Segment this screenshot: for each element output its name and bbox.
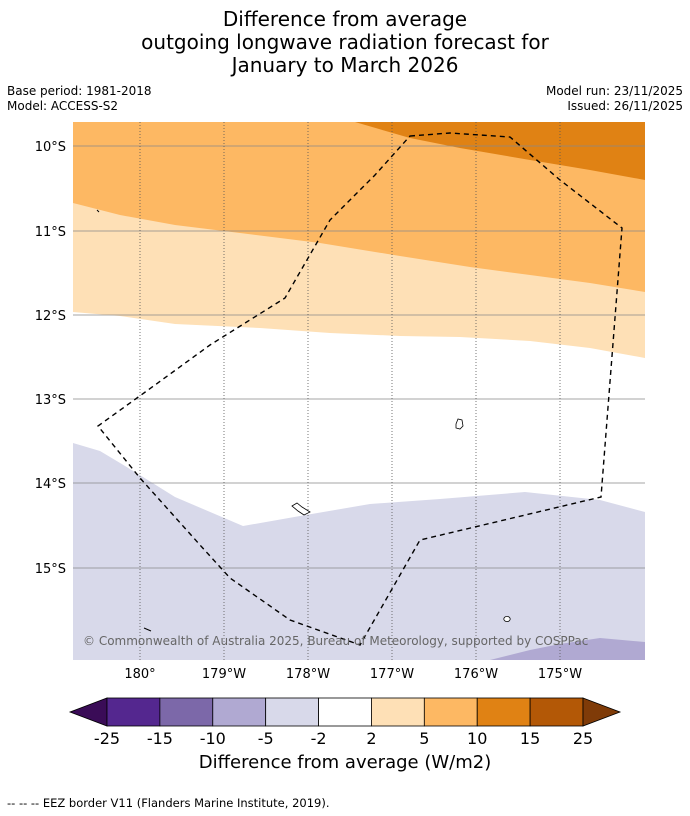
lat-label: 13°S (35, 393, 66, 408)
colorbar-tick-label: 5 (419, 729, 429, 748)
colorbar-high-extend (582, 697, 622, 727)
lat-label: 11°S (35, 225, 66, 240)
colorbar-segment (212, 697, 267, 727)
lon-label: 180° (124, 667, 155, 682)
issued-date: Issued: 26/11/2025 (567, 99, 683, 113)
colorbar-ticks: -25 -15 -10 -5 -2 2 5 10 15 25 (94, 729, 593, 748)
chart-title: Difference from average outgoing longwav… (0, 8, 690, 77)
meta-left: Base period: 1981-2018 Model: ACCESS-S2 (7, 84, 152, 114)
lat-gridlines (73, 145, 645, 569)
lat-labels: 10°S 11°S 12°S 13°S 14°S 15°S (35, 140, 66, 577)
map-area: © Commonwealth of Australia 2025, Bureau… (73, 122, 645, 660)
colorbar-tick-label: -10 (200, 729, 226, 748)
lon-label: 175°W (538, 667, 582, 682)
island-outline (455, 418, 464, 430)
copyright-text: © Commonwealth of Australia 2025, Bureau… (83, 634, 588, 648)
colorbar-label: Difference from average (W/m2) (198, 752, 492, 773)
colorbar-segment (529, 697, 584, 727)
lon-label: 176°W (454, 667, 498, 682)
colorbar-segment (106, 697, 161, 727)
island-outline (143, 627, 152, 632)
meta-right: Model run: 23/11/2025 Issued: 26/11/2025 (546, 84, 683, 114)
model-name: Model: ACCESS-S2 (7, 99, 119, 113)
lon-label: 179°W (202, 667, 246, 682)
colorbar-tick-label: -2 (311, 729, 327, 748)
lat-label: 10°S (35, 140, 66, 155)
model-run: Model run: 23/11/2025 (545, 84, 683, 98)
lat-label: 14°S (35, 477, 66, 492)
colorbar-tick-label: -25 (94, 729, 120, 748)
colorbar-segments (106, 697, 584, 727)
island-outline (503, 616, 511, 623)
title-line-1: Difference from average (222, 7, 468, 31)
colorbar-segment (371, 697, 425, 727)
colorbar-tick-label: 2 (366, 729, 376, 748)
colorbar-segment (423, 697, 478, 727)
colorbar-segment (476, 697, 531, 727)
band-minus-5-to-minus-10 (490, 638, 645, 660)
colorbar-tick-label: 25 (573, 729, 593, 748)
colorbar-low-extend (68, 697, 108, 727)
island-outline (291, 502, 311, 516)
eez-legend-note: -- -- -- EEZ border V11 (Flanders Marine… (7, 796, 330, 810)
lon-labels: 180° 179°W 178°W 177°W 176°W 175°W (124, 667, 582, 682)
lon-label: 178°W (286, 667, 330, 682)
eez-border (96, 132, 623, 646)
title-line-2: outgoing longwave radiation forecast for (141, 30, 549, 54)
title-line-3: January to March 2026 (231, 53, 459, 77)
colorbar-segment (318, 697, 372, 727)
base-period: Base period: 1981-2018 (7, 84, 152, 98)
colorbar: -25 -15 -10 -5 -2 2 5 10 15 25 (68, 697, 622, 748)
colorbar-tick-label: -15 (147, 729, 173, 748)
band-minus-2-to-minus-5 (73, 443, 645, 660)
lon-label: 177°W (370, 667, 414, 682)
lat-label: 12°S (35, 309, 66, 324)
colorbar-segment (159, 697, 214, 727)
island-outline (96, 209, 100, 213)
colorbar-tick-label: 15 (520, 729, 540, 748)
colorbar-segment (265, 697, 319, 727)
band-10-to-15 (355, 122, 645, 180)
colorbar-tick-label: -5 (258, 729, 274, 748)
lat-label: 15°S (35, 562, 66, 577)
colorbar-tick-label: 10 (467, 729, 487, 748)
